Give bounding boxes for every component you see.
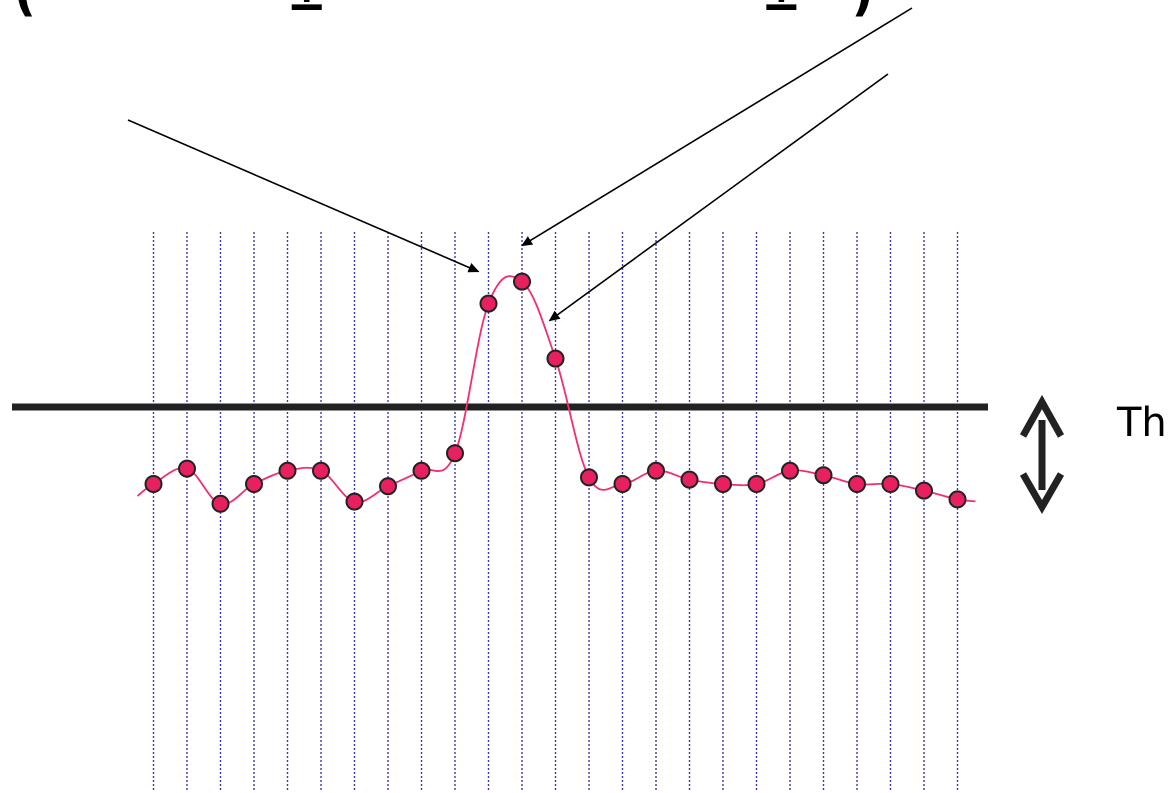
sample-point <box>144 475 163 493</box>
signal-line <box>136 275 976 505</box>
threshold-adjust-double-arrow-icon <box>1019 394 1065 515</box>
threshold-label: Th <box>1117 400 1167 446</box>
sample-point <box>915 481 933 500</box>
sample-point <box>245 475 263 493</box>
sample-point <box>513 272 531 291</box>
sample-point <box>948 490 967 509</box>
sample-point <box>647 461 665 480</box>
sample-point <box>881 475 900 493</box>
sample-point <box>747 475 766 493</box>
title-fragment: ( ± ± ) <box>14 0 874 22</box>
sample-point <box>781 461 799 480</box>
sample-point <box>479 294 498 313</box>
sample-point <box>345 492 364 511</box>
sample-point <box>680 470 699 489</box>
sample-point <box>412 461 431 480</box>
sample-point <box>580 468 598 487</box>
sample-point <box>613 475 632 493</box>
sample-point <box>178 459 196 478</box>
annotation-arrow <box>127 119 480 273</box>
annotation-arrow <box>548 73 889 322</box>
sample-point <box>814 466 833 485</box>
sample-point <box>379 477 397 496</box>
sample-points <box>144 272 967 513</box>
sample-point <box>848 475 866 493</box>
sample-point <box>211 494 230 513</box>
sample-point <box>312 461 330 480</box>
sample-point <box>546 349 565 368</box>
sample-point <box>278 461 297 480</box>
annotation-arrow <box>521 7 913 247</box>
annotation-arrows <box>127 7 913 322</box>
sample-point <box>446 444 464 463</box>
sample-point <box>714 475 732 493</box>
vertical-grid-lines <box>152 232 959 790</box>
